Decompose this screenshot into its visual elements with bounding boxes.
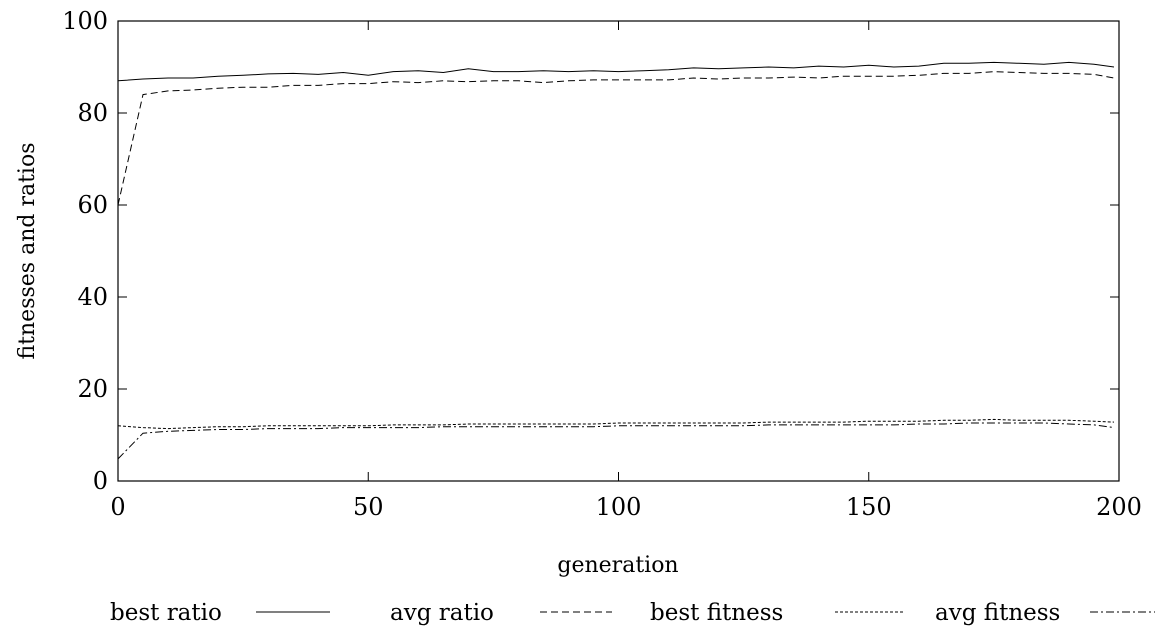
legend: best ratio avg ratio best fitness avg fitne… <box>110 600 1155 626</box>
x-tick-labels: 0 50 100 150 200 <box>110 493 1142 521</box>
series-line-avg-ratio <box>117 71 1115 206</box>
x-tick-label: 0 <box>110 493 125 521</box>
y-tick-label: 20 <box>77 375 108 403</box>
legend-label: best ratio <box>110 600 222 626</box>
axis-ticks <box>117 20 1120 482</box>
y-tick-label: 100 <box>62 7 108 35</box>
y-axis-title: fitnesses and ratios <box>15 143 40 360</box>
y-tick-label: 40 <box>77 283 108 311</box>
y-tick-label: 80 <box>77 99 108 127</box>
y-tick-label: 0 <box>93 467 108 495</box>
legend-label: avg ratio <box>390 600 494 626</box>
x-tick-label: 50 <box>353 493 384 521</box>
y-tick-label: 60 <box>77 191 108 219</box>
plot-frame <box>117 20 1120 482</box>
legend-label: avg fitness <box>935 600 1060 626</box>
series-line-best-ratio <box>117 61 1115 82</box>
x-tick-label: 150 <box>846 493 892 521</box>
series-line-best-fitness <box>117 418 1115 430</box>
x-tick-label: 200 <box>1096 493 1142 521</box>
x-tick-label: 100 <box>596 493 642 521</box>
series-layer <box>117 61 1115 460</box>
y-tick-labels: 0 20 40 60 80 100 <box>62 7 108 495</box>
legend-label: best fitness <box>650 600 783 626</box>
series-line-avg-fitness <box>117 422 1115 460</box>
x-axis-title: generation <box>557 553 678 578</box>
